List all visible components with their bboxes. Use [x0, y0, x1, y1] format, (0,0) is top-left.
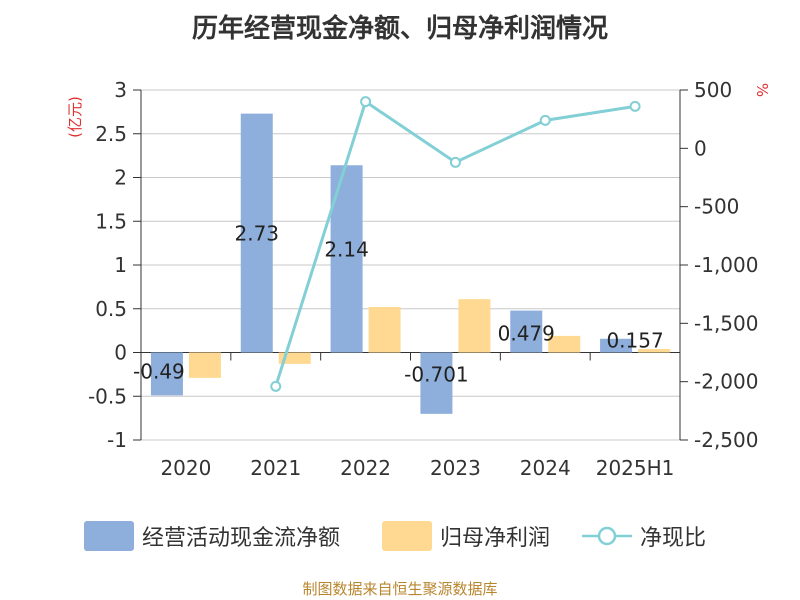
- data-label-cash-2020: -0.49: [133, 360, 185, 384]
- bar-profit-2023: [458, 299, 491, 353]
- legend-item-profit[interactable]: 归母净利润: [382, 516, 550, 556]
- data-source-note: 制图数据来自恒生聚源数据库: [302, 580, 498, 598]
- y-left-tick-label: 0.5: [95, 297, 127, 321]
- x-tick-label: 2021: [250, 456, 301, 480]
- y-left-tick-label: 3: [114, 78, 127, 102]
- bar-profit-2024: [548, 335, 581, 353]
- bar-cash-2023: [420, 352, 453, 414]
- bar-cash-2024: [510, 310, 543, 353]
- y-right-tick-label: -2,500: [694, 428, 758, 452]
- data-label-cash-2022: 2.14: [324, 238, 369, 262]
- legend-swatch-ratio: [582, 526, 632, 546]
- legend-item-cash[interactable]: 经营活动现金流净额: [84, 516, 340, 556]
- legend-swatch-cash: [84, 521, 134, 551]
- y-right-tick-label: -1,500: [694, 311, 758, 335]
- y-left-tick-label: 2.5: [95, 122, 127, 146]
- ratio-point-2024: [539, 114, 551, 126]
- chart-title: 历年经营现金净额、归母净利润情况: [191, 14, 608, 44]
- legend-swatch-profit: [382, 521, 432, 551]
- y-right-unit: %: [753, 83, 771, 97]
- ratio-point-2021: [270, 380, 282, 392]
- y-right-tick-label: -1,000: [694, 253, 758, 277]
- legend-label-ratio: 净现比: [640, 526, 707, 551]
- legend-label-profit: 归母净利润: [440, 526, 551, 551]
- ratio-point-2023: [449, 156, 461, 168]
- x-tick-label: 2024: [520, 456, 571, 480]
- y-left-tick-label: 2: [114, 166, 127, 190]
- y-right-tick-label: 0: [694, 136, 707, 160]
- y-left-unit: (亿元): [66, 96, 84, 138]
- y-left-tick-label: 0: [114, 341, 127, 365]
- y-right-tick-label: -2,000: [694, 370, 758, 394]
- data-label-cash-2021: 2.73: [234, 222, 279, 246]
- x-tick-label: 2023: [430, 456, 481, 480]
- data-label-cash-2023: -0.701: [404, 363, 468, 387]
- y-left-tick-label: 1.5: [95, 209, 127, 233]
- chart-legend: 经营活动现金流净额 归母净利润 净现比: [0, 516, 800, 556]
- y-left-tick-label: -1: [107, 428, 127, 452]
- x-tick-label: 2025H1: [596, 456, 675, 480]
- bar-profit-2021: [278, 352, 311, 364]
- bar-profit-2020: [188, 352, 221, 378]
- ratio-point-2022: [360, 96, 372, 108]
- y-right-tick-label: 500: [694, 78, 732, 102]
- data-label-cash-2025H1: 0.157: [606, 329, 663, 353]
- x-tick-label: 2022: [340, 456, 391, 480]
- y-left-tick-label: -0.5: [88, 384, 127, 408]
- legend-label-cash: 经营活动现金流净额: [142, 526, 341, 551]
- bar-profit-2022: [368, 307, 401, 353]
- ratio-point-2025H1: [629, 100, 641, 112]
- y-right-tick-label: -500: [694, 195, 739, 219]
- legend-item-ratio[interactable]: 净现比: [582, 516, 706, 556]
- bar-cash-2025H1: [600, 338, 633, 353]
- x-tick-label: 2020: [160, 456, 211, 480]
- bar-cash-2021: [240, 113, 273, 353]
- y-left-tick-label: 1: [114, 253, 127, 277]
- bar-profit-2025H1: [638, 349, 671, 353]
- bar-cash-2020: [150, 352, 183, 396]
- data-label-cash-2024: 0.479: [498, 322, 555, 346]
